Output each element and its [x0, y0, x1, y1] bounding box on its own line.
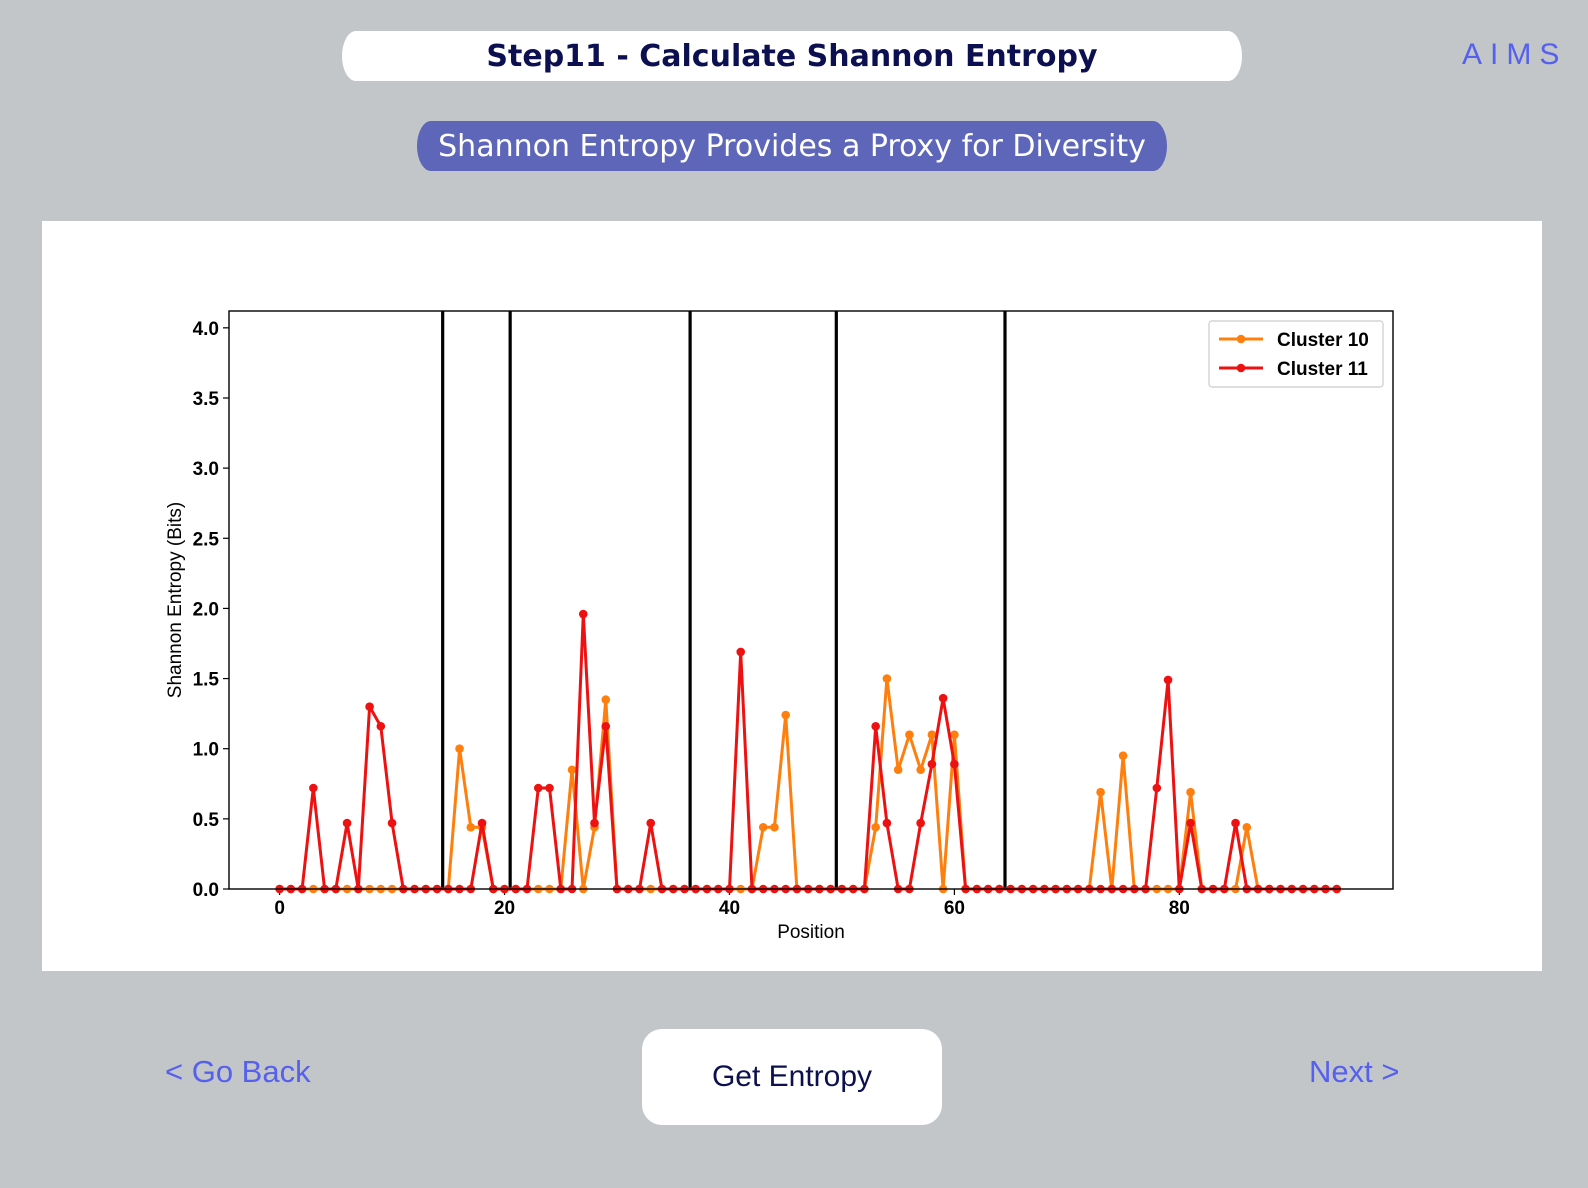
- data-point: [916, 818, 925, 828]
- data-point: [466, 822, 476, 832]
- data-point: [646, 818, 656, 828]
- y-axis-label: Shannon Entropy (Bits): [165, 502, 186, 698]
- legend-marker: [1236, 334, 1246, 344]
- x-tick-label: 0: [274, 898, 285, 919]
- data-point: [533, 783, 543, 793]
- data-point: [950, 759, 959, 769]
- section-subtitle: Shannon Entropy Provides a Proxy for Div…: [417, 121, 1167, 171]
- data-point: [1163, 675, 1173, 685]
- data-point: [758, 822, 768, 832]
- next-link[interactable]: Next >: [1309, 1054, 1400, 1089]
- data-point: [893, 765, 903, 775]
- y-tick-label: 3.5: [193, 389, 220, 410]
- data-point: [871, 721, 880, 731]
- data-point: [545, 783, 554, 793]
- data-point: [376, 721, 386, 731]
- legend-label: Cluster 10: [1277, 330, 1369, 351]
- data-point: [455, 744, 464, 754]
- data-point: [387, 818, 397, 828]
- data-point: [590, 818, 599, 828]
- entropy-chart: 0.0 0.5 1.0 1.5 2.0 2.5 3.0 3.5 4.0 0 20 40 60 80 Posi…: [165, 310, 1394, 943]
- series-cluster-10: [275, 674, 1342, 894]
- section-subtitle-text: Shannon Entropy Provides a Proxy for Div…: [438, 128, 1146, 164]
- data-point: [567, 765, 577, 775]
- data-point: [1118, 751, 1128, 761]
- y-tick-label: 0.0: [193, 880, 219, 901]
- legend-marker: [1236, 363, 1246, 373]
- x-axis-label: Position: [777, 922, 845, 943]
- brand-logo[interactable]: AIMS: [1462, 38, 1568, 71]
- data-point: [916, 765, 925, 775]
- y-tick-label: 1.0: [193, 740, 219, 761]
- page-title-text: Step11 - Calculate Shannon Entropy: [486, 38, 1098, 74]
- legend-label: Cluster 11: [1277, 359, 1368, 380]
- data-point: [882, 674, 892, 683]
- legend: Cluster 10 Cluster 11: [1208, 320, 1384, 388]
- data-point: [1096, 787, 1105, 797]
- go-back-link[interactable]: < Go Back: [165, 1054, 311, 1089]
- data-point: [601, 721, 611, 731]
- data-point: [927, 759, 937, 769]
- data-point: [950, 730, 959, 739]
- plot-frame: [228, 310, 1394, 890]
- data-point: [1231, 818, 1240, 828]
- x-tick-label: 80: [1169, 898, 1190, 919]
- data-point: [601, 695, 611, 704]
- data-point: [578, 609, 588, 619]
- page-title: Step11 - Calculate Shannon Entropy: [342, 31, 1242, 81]
- data-point: [1186, 818, 1195, 828]
- data-point: [905, 730, 914, 739]
- y-tick-label: 2.5: [193, 529, 220, 550]
- y-tick-label: 4.0: [193, 319, 219, 340]
- x-tick-label: 60: [944, 898, 965, 919]
- data-point: [309, 783, 318, 793]
- series-cluster-11: [275, 609, 1342, 894]
- data-point: [882, 818, 892, 828]
- data-point: [477, 818, 487, 828]
- data-point: [1186, 787, 1195, 797]
- y-tick-label: 2.0: [193, 599, 219, 620]
- x-tick-label: 20: [494, 898, 515, 919]
- data-point: [781, 710, 790, 720]
- data-point: [736, 647, 746, 657]
- data-point: [342, 818, 352, 828]
- y-tick-label: 3.0: [193, 459, 219, 480]
- data-point: [871, 822, 880, 832]
- y-tick-label: 1.5: [193, 670, 220, 691]
- data-point: [1242, 822, 1252, 832]
- data-point: [770, 822, 779, 832]
- data-point: [927, 730, 937, 739]
- get-entropy-button[interactable]: Get Entropy: [642, 1029, 942, 1125]
- series-line: [279, 612, 1337, 891]
- data-point: [1152, 783, 1162, 793]
- entropy-plot-panel: 0.0 0.5 1.0 1.5 2.0 2.5 3.0 3.5 4.0 0 20 40 60 80 Posi…: [42, 221, 1542, 971]
- data-point: [938, 693, 948, 703]
- x-tick-label: 40: [719, 898, 740, 919]
- data-point: [365, 702, 374, 711]
- y-tick-label: 0.5: [193, 810, 220, 831]
